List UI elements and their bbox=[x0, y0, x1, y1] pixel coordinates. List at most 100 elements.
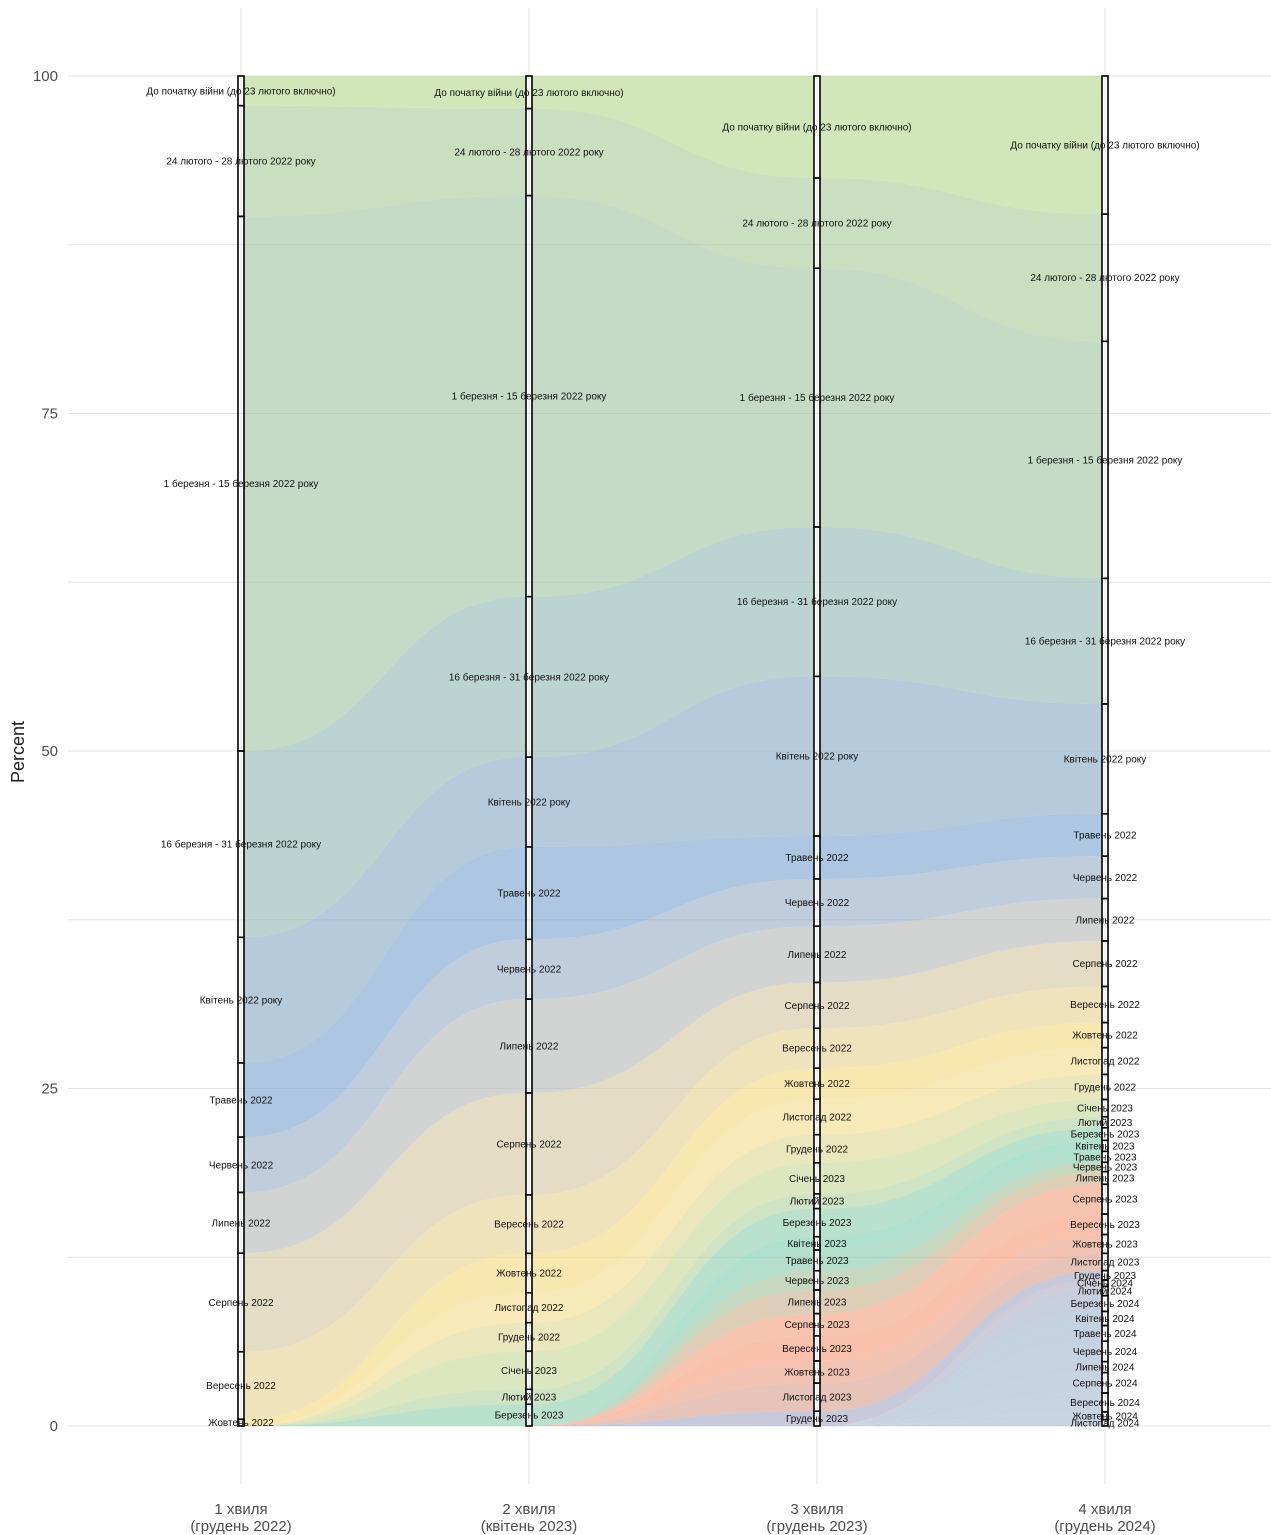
flow-band bbox=[244, 596, 526, 938]
stratum-label: 24 лютого - 28 лютого 2022 року bbox=[742, 219, 891, 230]
flow-band bbox=[820, 1361, 1102, 1426]
stratum-label: Серпень 2023 bbox=[1072, 1195, 1138, 1206]
stratum-label: Серпень 2024 bbox=[1072, 1378, 1138, 1389]
flow-band bbox=[532, 1193, 814, 1405]
flows bbox=[244, 76, 1102, 1426]
stratum-label: 16 березня - 31 березня 2022 року bbox=[449, 671, 609, 683]
flow-band bbox=[820, 856, 1102, 927]
stratum-label: Лютий 2024 bbox=[1078, 1287, 1133, 1298]
flow-band bbox=[820, 813, 1102, 879]
flow-band bbox=[820, 1116, 1102, 1209]
stratum-label: Вересень 2022 bbox=[206, 1381, 276, 1392]
flow-band bbox=[532, 1028, 814, 1254]
flow-band bbox=[244, 1253, 526, 1426]
flow-band bbox=[244, 939, 526, 1193]
flow-band bbox=[820, 940, 1102, 1029]
flow-band bbox=[532, 76, 814, 179]
stratum-label: Березень 2023 bbox=[1071, 1130, 1140, 1141]
stratum-label: Липень 2024 bbox=[1076, 1363, 1135, 1374]
flow-band bbox=[820, 1171, 1102, 1314]
x-axis-label: 3 хвиля (грудень 2023) bbox=[766, 1501, 867, 1535]
stratum-label: Липень 2023 bbox=[1076, 1173, 1135, 1184]
flow-band bbox=[244, 76, 526, 109]
flow-band bbox=[244, 846, 526, 1138]
flow-band bbox=[532, 878, 814, 1000]
stratum-label: Червень 2022 bbox=[209, 1160, 274, 1171]
flow-band bbox=[820, 1214, 1102, 1361]
flow-band bbox=[820, 1393, 1102, 1426]
stratum-label: До початку війни (до 23 лютого включно) bbox=[722, 123, 911, 134]
stratum-label: Грудень 2022 bbox=[786, 1144, 849, 1155]
flow-band bbox=[820, 1253, 1102, 1412]
flow-band bbox=[244, 1389, 526, 1426]
stratum-label: Березень 2023 bbox=[495, 1411, 564, 1422]
stratum-label: Січень 2023 bbox=[501, 1366, 557, 1377]
stratum-label: Листопад 2022 bbox=[494, 1303, 563, 1314]
flow-band bbox=[820, 1234, 1102, 1384]
flow-band bbox=[820, 526, 1102, 704]
flow-band bbox=[820, 1325, 1102, 1426]
stratum-label: Лютий 2023 bbox=[502, 1392, 557, 1403]
stratum-label: Жовтень 2023 bbox=[1072, 1239, 1138, 1250]
flow-band bbox=[244, 1194, 526, 1420]
stratum-label: 16 березня - 31 березня 2022 року bbox=[737, 596, 897, 608]
stratum-label: Жовтень 2022 bbox=[1072, 1031, 1138, 1042]
flow-band bbox=[820, 986, 1102, 1069]
flow-band bbox=[820, 1270, 1102, 1426]
flow-band bbox=[532, 526, 814, 758]
x-axis-label: 2 хвиля (квітень 2023) bbox=[481, 1501, 578, 1535]
flow-band bbox=[820, 1127, 1102, 1237]
y-axis-title: Percent bbox=[8, 721, 28, 783]
flow-band bbox=[532, 676, 814, 847]
stratum-label: Червень 2022 bbox=[1073, 873, 1138, 884]
flow-band bbox=[532, 108, 814, 269]
flow-band bbox=[244, 1351, 526, 1426]
y-tick-label: 0 bbox=[50, 1418, 58, 1435]
stratum-label: Травень 2023 bbox=[785, 1256, 849, 1267]
stratum-label: Липень 2022 bbox=[788, 950, 847, 961]
stratum-label: Вересень 2024 bbox=[1070, 1398, 1140, 1409]
x-axis-label: 4 хвиля (грудень 2024) bbox=[1054, 1501, 1155, 1535]
stratum-label: Червень 2023 bbox=[785, 1276, 850, 1287]
stratum-label: Грудень 2022 bbox=[1074, 1082, 1137, 1093]
flow-band bbox=[820, 178, 1102, 342]
flow-band bbox=[532, 982, 814, 1195]
y-tick-label: 100 bbox=[33, 68, 58, 85]
stratum-label: До початку війни (до 23 лютого включно) bbox=[146, 86, 335, 97]
flow-band bbox=[820, 1419, 1102, 1426]
stratum-label: Червень 2024 bbox=[1073, 1347, 1138, 1358]
flow-band bbox=[820, 1341, 1102, 1426]
stratum-label: Вересень 2022 bbox=[782, 1044, 852, 1055]
flow-band bbox=[244, 195, 526, 752]
y-tick-label: 75 bbox=[41, 406, 58, 423]
flow-band bbox=[532, 1068, 814, 1293]
flow-band bbox=[820, 1162, 1102, 1290]
stratum-label: Жовтень 2022 bbox=[496, 1269, 562, 1280]
flow-band bbox=[244, 1322, 526, 1426]
stratum-label: Серпень 2023 bbox=[784, 1320, 850, 1331]
strata bbox=[237, 75, 1109, 1427]
stratum-label: 1 березня - 15 березня 2022 року bbox=[740, 392, 895, 404]
x-axis-label: 1 хвиля (грудень 2022) bbox=[190, 1501, 291, 1535]
stratum-label: Вересень 2022 bbox=[1070, 1000, 1140, 1011]
flow-band bbox=[820, 1022, 1102, 1100]
y-tick-label: 25 bbox=[41, 1081, 58, 1098]
flow-band bbox=[820, 1140, 1102, 1251]
stratum-label: Червень 2022 bbox=[785, 898, 850, 909]
flow-band bbox=[532, 1335, 814, 1426]
stratum-label: Січень 2023 bbox=[789, 1174, 845, 1185]
stratum-label: Квітень 2023 bbox=[787, 1239, 847, 1250]
stratum-label: 1 березня - 15 березня 2022 року bbox=[164, 478, 319, 490]
flow-band bbox=[244, 1404, 526, 1426]
stratum-label: 24 лютого - 28 лютого 2022 року bbox=[166, 157, 315, 168]
flow-band bbox=[532, 1313, 814, 1426]
stratum-label: До початку війни (до 23 лютого включно) bbox=[434, 88, 623, 99]
stratum-label: 1 березня - 15 березня 2022 року bbox=[452, 391, 607, 403]
flow-band bbox=[820, 1184, 1102, 1336]
stratum-label: Травень 2022 bbox=[785, 853, 849, 864]
stratum-label: Липень 2022 bbox=[212, 1218, 271, 1229]
stratum-label: Березень 2023 bbox=[783, 1218, 852, 1229]
flow-band bbox=[532, 1360, 814, 1426]
stratum-label: Листопад 2022 bbox=[1070, 1057, 1139, 1068]
stratum-label: Травень 2023 bbox=[1073, 1152, 1137, 1163]
